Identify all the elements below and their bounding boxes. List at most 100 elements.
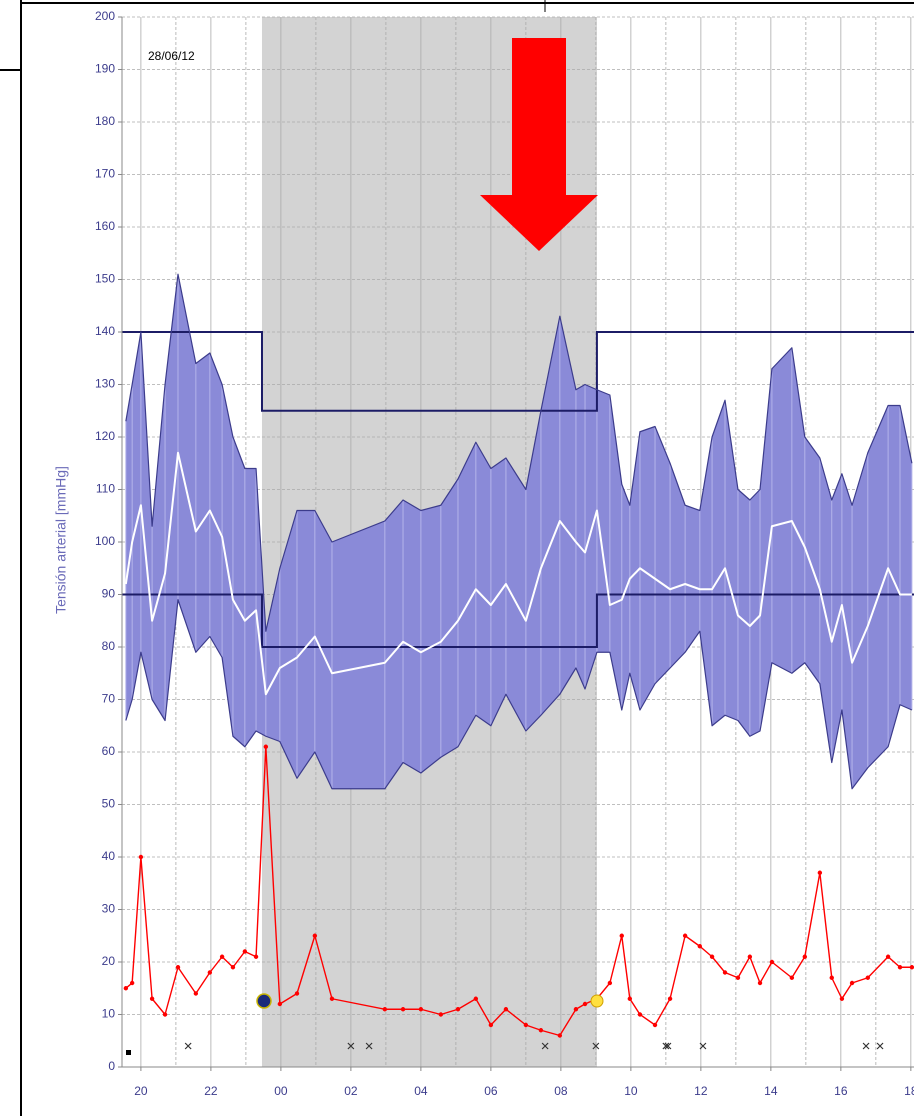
x-tick-label: 20	[134, 1084, 148, 1098]
heart-rate-point	[747, 954, 753, 959]
x-tick-label: 04	[414, 1084, 428, 1098]
heart-rate-point	[400, 1007, 406, 1012]
y-tick-label: 10	[102, 1007, 116, 1021]
heart-rate-point	[523, 1022, 529, 1028]
diastolic-edge	[125, 599, 913, 790]
heart-rate-point	[789, 975, 795, 980]
event-mark	[184, 1042, 192, 1050]
moon-icon	[256, 993, 272, 1009]
heart-rate-point	[582, 1001, 588, 1007]
heart-rate-point	[682, 933, 688, 938]
event-mark	[662, 1042, 670, 1050]
heart-rate-point	[312, 933, 318, 938]
y-tick-label: 190	[95, 62, 115, 76]
heart-rate-point	[735, 975, 741, 980]
heart-rate-point	[897, 965, 903, 970]
sun-icon	[590, 994, 604, 1008]
y-axis-label: Tensión arterial [mmHg]	[53, 466, 69, 614]
heart-rate-point	[162, 1012, 168, 1017]
x-tick-label: 18	[904, 1084, 914, 1098]
x-tick-label: 22	[204, 1084, 218, 1098]
heart-rate-point	[627, 996, 633, 1001]
y-tick-label: 140	[95, 324, 115, 338]
y-tick-label: 30	[102, 902, 116, 916]
y-tick-label: 200	[95, 9, 115, 23]
event-mark	[699, 1042, 707, 1050]
heart-rate-point	[455, 1007, 461, 1012]
heart-rate-point	[909, 965, 914, 970]
heart-rate-point	[138, 854, 144, 860]
arrow-head	[480, 195, 598, 251]
heart-rate-point	[829, 975, 834, 980]
y-tick-label: 150	[95, 272, 115, 286]
start-marker	[126, 1050, 131, 1055]
y-tick-label: 20	[102, 954, 116, 968]
x-tick-label: 08	[554, 1084, 568, 1098]
y-tick-label: 50	[102, 797, 116, 811]
heart-rate-point	[722, 970, 728, 975]
heart-rate-point	[129, 980, 135, 986]
y-tick-label: 120	[95, 429, 115, 443]
heart-rate-point	[619, 933, 624, 938]
red-arrow	[480, 38, 598, 251]
x-tick-label: 16	[834, 1084, 848, 1098]
y-tick-label: 100	[95, 534, 115, 548]
heart-rate-point	[769, 959, 775, 965]
heart-rate-point	[175, 965, 181, 970]
heart-rate-point	[230, 965, 236, 970]
heart-rate-point	[849, 980, 855, 986]
y-tick-label: 90	[102, 587, 116, 601]
heart-rate-point	[418, 1007, 424, 1012]
heart-rate-point	[839, 996, 845, 1001]
heart-rate-point	[817, 870, 823, 875]
x-tick-label: 00	[274, 1084, 288, 1098]
y-tick-label: 170	[95, 167, 115, 181]
heart-rate-point	[149, 996, 155, 1001]
date-annotation: 28/06/12	[148, 49, 195, 63]
heart-rate-point	[329, 996, 335, 1001]
y-tick-label: 0	[108, 1059, 115, 1073]
heart-rate-point	[865, 975, 871, 980]
heart-rate-point	[538, 1028, 544, 1033]
y-tick-label: 70	[102, 692, 116, 706]
heart-rate-point	[709, 954, 715, 959]
y-tick-label: 80	[102, 639, 116, 653]
y-tick-label: 180	[95, 114, 115, 128]
heart-rate-point	[277, 1001, 283, 1007]
x-tick-label: 06	[484, 1084, 498, 1098]
x-tick-label: 14	[764, 1084, 778, 1098]
heart-rate-point	[207, 970, 213, 975]
event-mark	[664, 1042, 672, 1050]
x-tick-label: 10	[624, 1084, 638, 1098]
heart-rate-point	[557, 1033, 563, 1038]
event-mark	[592, 1042, 600, 1050]
heart-rate-point	[503, 1007, 509, 1012]
y-tick-label: 160	[95, 219, 115, 233]
event-mark	[541, 1042, 549, 1050]
heart-rate-point	[382, 1007, 388, 1012]
heart-rate-point	[667, 996, 673, 1001]
heart-rate-point	[123, 986, 129, 991]
heart-rate-point	[263, 744, 269, 749]
heart-rate-point	[652, 1022, 658, 1028]
heart-rate-point	[193, 991, 199, 996]
limit-line	[122, 331, 914, 412]
event-mark	[347, 1042, 355, 1050]
mean-line	[124, 451, 912, 696]
heart-rate-point	[219, 954, 225, 959]
heart-rate-point	[802, 954, 808, 959]
heart-rate-point	[573, 1007, 579, 1012]
systolic-edge	[125, 273, 913, 632]
event-mark	[862, 1042, 870, 1050]
heart-rate-point	[438, 1012, 444, 1017]
heart-rate-point	[488, 1022, 494, 1028]
y-tick-label: 60	[102, 744, 116, 758]
heart-rate-point	[697, 944, 703, 949]
heart-rate-point	[242, 949, 248, 954]
arrow-shaft	[512, 38, 566, 196]
y-tick-label: 110	[96, 482, 115, 496]
heart-rate-point	[885, 954, 891, 959]
heart-rate-point	[637, 1012, 643, 1017]
